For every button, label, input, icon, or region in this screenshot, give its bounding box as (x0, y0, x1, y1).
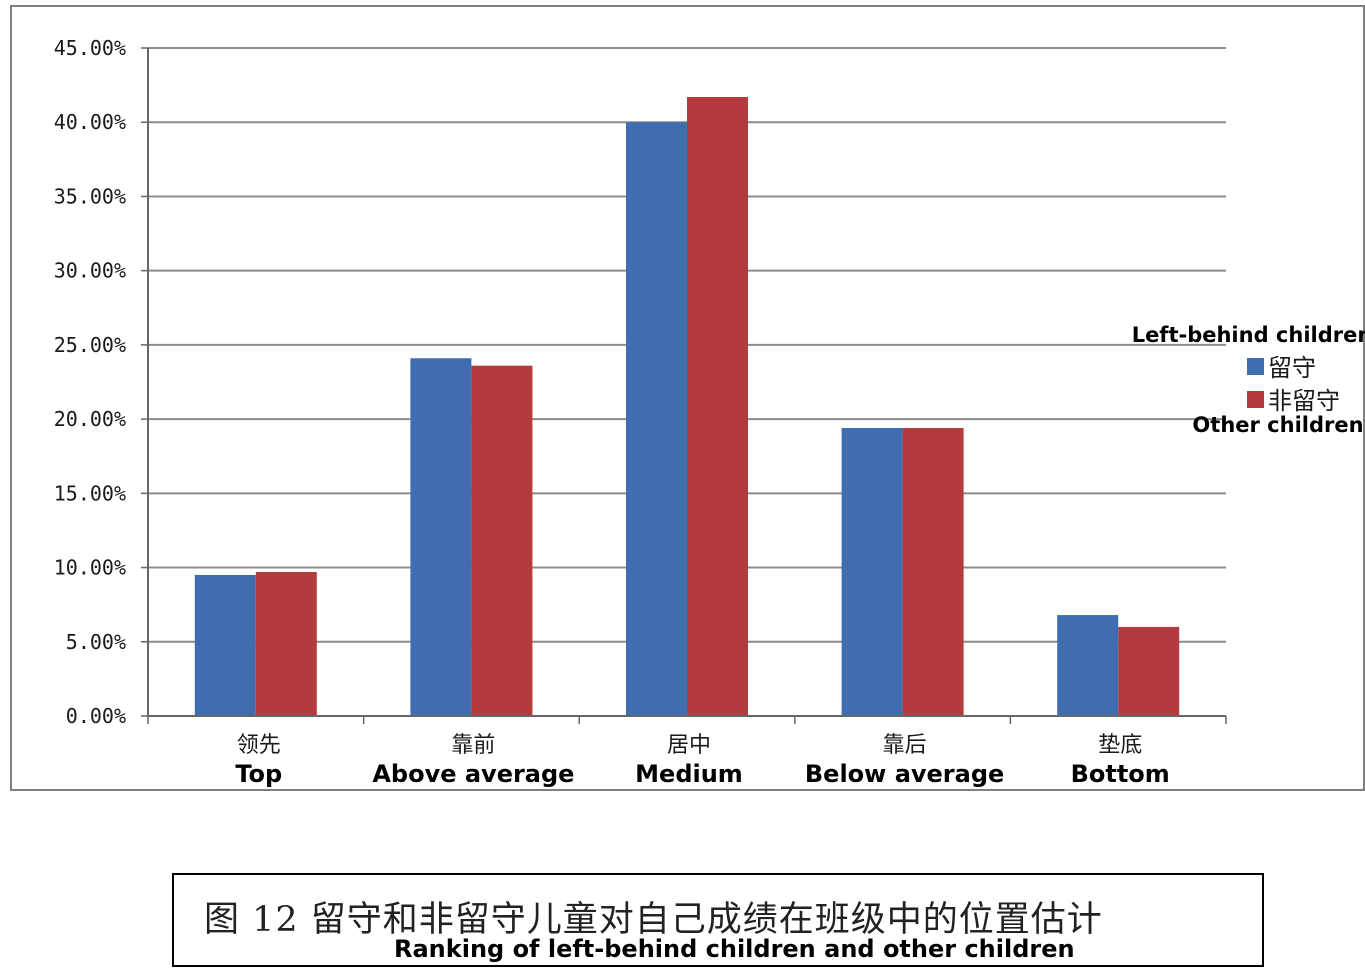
bar-chart: 0.00% 5.00% 10.00% 15.00% 20.00% 25.00% 30.00%… (54, 36, 1365, 788)
bar-other-0 (255, 572, 317, 716)
bar-left-behind-2 (626, 122, 687, 716)
x-category-label-en: Below average (805, 760, 1004, 788)
y-tick-label: 30.00% (54, 259, 126, 283)
x-category-label: 居中 (667, 733, 711, 758)
y-tick-label: 15.00% (54, 481, 126, 505)
legend-label-en: Left-behind children (1132, 323, 1365, 347)
x-category-label-en: Top (235, 760, 282, 788)
x-category-label: 靠前 (451, 733, 495, 758)
bar-other-4 (1118, 626, 1180, 716)
bar-other-1 (471, 365, 533, 716)
x-category-label-en: Medium (635, 760, 743, 788)
legend-label: 非留守 (1268, 387, 1340, 415)
y-tick-label: 5.00% (66, 630, 126, 654)
x-category-label: 靠后 (883, 733, 927, 758)
x-category-label-en: Bottom (1071, 760, 1170, 788)
bar-left-behind-4 (1057, 615, 1119, 716)
y-tick-label: 40.00% (54, 110, 126, 134)
caption-english: Ranking of left-behind children and othe… (394, 935, 1075, 963)
figure-caption: 图 12 留守和非留守儿童对自己成绩在班级中的位置估计 Ranking of l… (172, 873, 1264, 967)
x-category-label: 垫底 (1098, 733, 1142, 758)
y-tick-label: 0.00% (66, 704, 126, 728)
caption-chinese: 图 12 留守和非留守儿童对自己成绩在班级中的位置估计 (204, 900, 1103, 940)
bar-left-behind-1 (410, 358, 472, 716)
y-tick-label: 10.00% (54, 556, 126, 580)
legend-swatch (1247, 358, 1264, 375)
bar-left-behind-3 (841, 428, 903, 716)
legend-swatch (1247, 391, 1264, 408)
x-category-label: 领先 (237, 733, 281, 758)
bar-other-3 (902, 428, 964, 716)
y-tick-label: 35.00% (54, 184, 126, 208)
y-tick-label: 25.00% (54, 333, 126, 357)
bar-left-behind-0 (194, 574, 256, 716)
legend-label: 留守 (1268, 354, 1316, 382)
x-category-label-en: Above average (372, 760, 574, 788)
bar-other-2 (687, 96, 748, 716)
legend-label-en: Other children (1192, 413, 1363, 437)
y-tick-label: 45.00% (54, 36, 126, 60)
y-tick-label: 20.00% (54, 407, 126, 431)
